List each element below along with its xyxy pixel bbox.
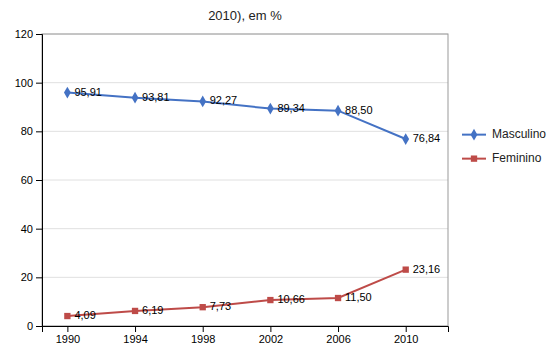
series-line	[67, 93, 405, 139]
axis-line	[43, 327, 449, 333]
data-labels: 95,91 93,81 92,27 89,34 88,50 76,84 4,09 6,19 7,…	[74, 86, 440, 321]
legend-label: Feminino	[492, 151, 542, 165]
tick-mark	[406, 326, 407, 332]
legend-marker	[471, 155, 477, 161]
tick: 2010	[394, 326, 418, 345]
tick-mark	[36, 277, 42, 278]
plot-frame	[42, 34, 448, 326]
tick-mark	[135, 326, 136, 332]
tick: 60	[21, 174, 42, 186]
tick: 1990	[56, 326, 80, 345]
y-axis: 0 20 40 60 80 100 120	[15, 28, 43, 332]
tick: 120	[15, 28, 42, 40]
tick-label: 60	[21, 174, 33, 186]
point	[335, 105, 342, 117]
tick-label: 40	[21, 223, 33, 235]
data-label: 11,50	[345, 291, 372, 303]
tick-mark	[270, 326, 271, 332]
legend-marker	[471, 129, 478, 141]
grid	[42, 34, 448, 326]
tick-mark	[36, 180, 42, 181]
data-label: 4,09	[74, 309, 95, 321]
point	[132, 308, 138, 314]
tick-mark	[36, 83, 42, 84]
point	[335, 295, 341, 301]
tick: 0	[27, 320, 42, 332]
legend-item: Feminino	[462, 151, 542, 165]
tick-mark	[203, 326, 204, 332]
tick: 2006	[326, 326, 350, 345]
data-label: 7,73	[210, 300, 231, 312]
grid-line	[42, 180, 448, 181]
point	[64, 313, 70, 319]
tick-label: 0	[27, 320, 33, 332]
tick-label: 1994	[123, 333, 147, 345]
tick: 2002	[259, 326, 283, 345]
point	[267, 297, 273, 303]
tick-mark	[36, 326, 42, 327]
data-label: 93,81	[142, 91, 170, 103]
tick: 1994	[123, 326, 147, 345]
data-label: 6,19	[142, 304, 163, 316]
grid-line	[42, 82, 448, 83]
tick-mark	[36, 34, 42, 35]
point	[402, 133, 409, 145]
marks	[64, 87, 409, 319]
point	[200, 304, 206, 310]
data-label: 95,91	[74, 86, 102, 98]
tick-label: 120	[15, 28, 33, 40]
chart-title: 2010), em %	[208, 8, 282, 23]
tick-label: 1998	[191, 333, 215, 345]
data-label: 89,34	[277, 102, 305, 114]
tick-label: 1990	[56, 333, 80, 345]
data-label: 88,50	[345, 104, 373, 116]
plot-area: 1990 1994 1998 2002 2006 2010 0 20 40 60 80 100 120 9…	[15, 28, 449, 345]
legend-label: Masculino	[492, 127, 546, 141]
point	[199, 96, 206, 108]
tick-label: 2010	[394, 333, 418, 345]
x-axis: 1990 1994 1998 2002 2006 2010	[43, 326, 449, 345]
grid-line	[42, 228, 448, 229]
tick-label: 2002	[259, 333, 283, 345]
data-label: 92,27	[210, 94, 238, 106]
data-label: 76,84	[413, 132, 441, 144]
tick-mark	[67, 326, 68, 332]
tick-label: 100	[15, 77, 33, 89]
legend: Masculino Feminino	[462, 127, 546, 165]
tick-label: 20	[21, 271, 33, 283]
tick-label: 80	[21, 125, 33, 137]
tick: 1998	[191, 326, 215, 345]
tick: 20	[21, 271, 42, 283]
tick: 80	[21, 125, 42, 137]
chart: 2010), em % 1990 1994 1998 2002 2006 2010 0 20 40…	[0, 0, 558, 356]
point	[64, 87, 71, 99]
axis-line	[36, 35, 43, 327]
series-line	[67, 270, 405, 316]
tick: 40	[21, 223, 42, 235]
tick-label: 2006	[326, 333, 350, 345]
tick-mark	[36, 229, 42, 230]
data-label: 10,66	[277, 293, 305, 305]
data-label: 23,16	[413, 263, 441, 275]
point	[403, 266, 409, 272]
point	[267, 103, 274, 115]
tick-mark	[36, 131, 42, 132]
tick-mark	[338, 326, 339, 332]
point	[132, 92, 139, 104]
tick: 100	[15, 77, 42, 89]
legend-item: Masculino	[462, 127, 546, 141]
